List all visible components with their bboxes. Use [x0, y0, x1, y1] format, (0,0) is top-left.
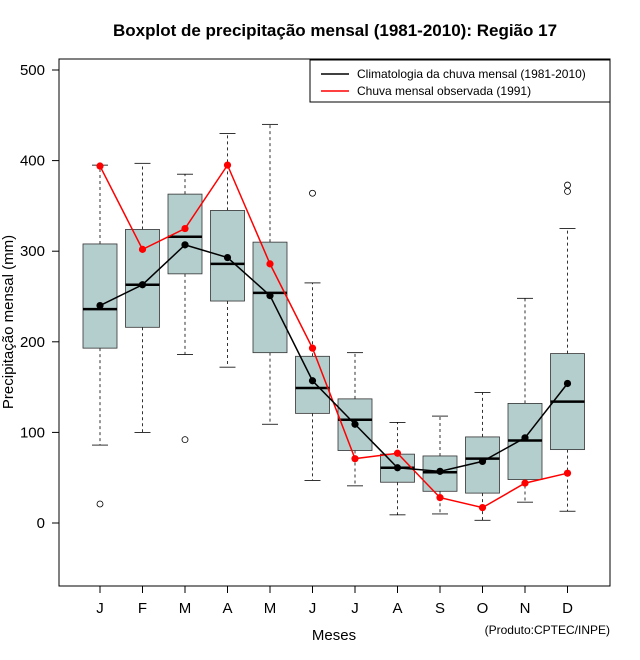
series-point [521, 434, 529, 442]
credit-text: (Produto:CPTEC/INPE) [485, 623, 610, 637]
series-point [96, 301, 104, 310]
y-tick-label: 100 [20, 424, 45, 441]
y-tick-label: 400 [20, 153, 45, 170]
series-point [138, 245, 147, 253]
outlier-point [96, 500, 104, 508]
boxplot-1 [82, 164, 118, 508]
x-tick-label: N [520, 600, 531, 617]
boxplot-3 [167, 173, 203, 444]
series-point [351, 420, 359, 428]
boxplot-11 [507, 297, 543, 503]
y-tick-label: 200 [20, 334, 45, 351]
y-tick-label: 500 [20, 62, 45, 79]
series-point [266, 260, 274, 268]
x-tick-label: J [96, 600, 104, 617]
box-iqr [125, 229, 160, 328]
series-point [393, 464, 402, 472]
boxplot-2 [125, 162, 160, 433]
boxplot-10 [465, 392, 500, 521]
series-point [308, 344, 317, 352]
outlier-point [564, 188, 571, 195]
series-point [436, 494, 444, 502]
series-point [223, 253, 232, 262]
legend: Climatologia da chuva mensal (1981-2010)… [309, 59, 611, 103]
outlier-point [181, 436, 189, 444]
boxplot-5 [252, 123, 288, 425]
x-tick-label: M [179, 600, 192, 617]
plot-frame [58, 58, 611, 587]
x-tick-label: S [435, 600, 445, 617]
series-point [308, 377, 317, 385]
y-tick-label: 300 [20, 243, 45, 260]
series-line [99, 244, 569, 473]
series-point [351, 455, 359, 463]
x-tick-label: A [222, 600, 232, 617]
series-point [138, 281, 147, 289]
box-iqr [82, 243, 118, 349]
boxplot-6 [295, 189, 330, 481]
x-tick-label: A [392, 600, 402, 617]
legend-box [309, 59, 611, 103]
legend-label-climatology: Climatologia da chuva mensal (1981-2010) [357, 67, 586, 81]
series-point [478, 457, 487, 465]
series-point [478, 503, 487, 512]
series-point [521, 479, 529, 487]
series-point [563, 469, 572, 477]
series-point [563, 379, 572, 388]
series-point [181, 224, 189, 233]
box-iqr [167, 193, 203, 275]
y-tick-label: 0 [37, 515, 45, 532]
x-tick-label: M [264, 600, 277, 617]
outlier-point [309, 189, 316, 197]
boxplots [82, 123, 585, 521]
series-lines [96, 161, 572, 512]
outlier-point [564, 181, 571, 189]
x-tick-label: D [562, 600, 573, 617]
x-tick-label: J [309, 600, 317, 617]
series-point [223, 161, 232, 169]
boxplot-12 [550, 181, 585, 512]
y-axis-label: Precipitação mensal (mm) [0, 235, 17, 409]
y-axis: 0 100 200 300 400 500 [20, 62, 59, 532]
series-point [393, 449, 402, 457]
x-tick-label: O [477, 600, 489, 617]
box-iqr [465, 436, 500, 494]
box-iqr [295, 355, 330, 414]
x-tick-label: F [138, 600, 147, 617]
boxplot-7 [337, 352, 373, 487]
series-point [96, 162, 104, 170]
chart-title: Boxplot de precipitação mensal (1981-201… [113, 21, 557, 40]
x-axis-label: Meses [312, 627, 356, 644]
series-point [436, 467, 444, 475]
legend-label-observed: Chuva mensal observada (1991) [357, 84, 531, 98]
x-tick-label: J [351, 600, 359, 617]
series-climatology [96, 241, 572, 475]
series-point [266, 291, 274, 300]
series-point [181, 241, 189, 249]
